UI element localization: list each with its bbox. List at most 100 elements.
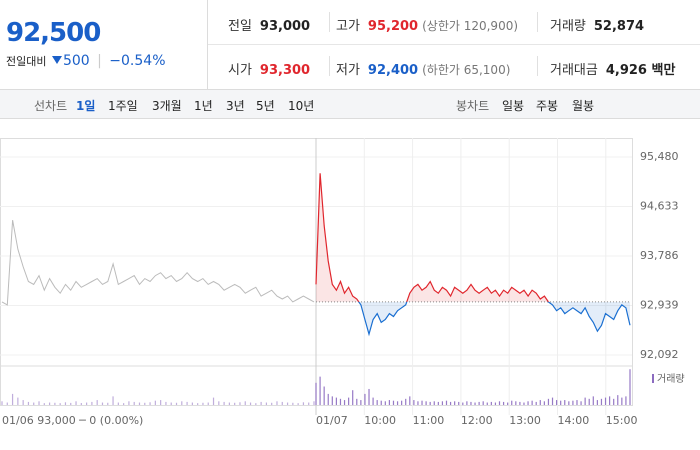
candle-chart-label: 봉차트 bbox=[456, 99, 490, 113]
volume-bar bbox=[356, 398, 358, 405]
change-row: 전일대비 500 | −0.54% bbox=[6, 53, 166, 69]
volume-bar bbox=[160, 400, 162, 405]
volume-bar bbox=[454, 401, 456, 405]
period-button[interactable]: 5년 bbox=[256, 99, 275, 113]
volume-bar bbox=[466, 401, 468, 405]
volume-bar bbox=[609, 396, 611, 405]
volume-bar bbox=[507, 402, 509, 405]
volume-bar bbox=[17, 397, 19, 405]
current-price: 92,500 bbox=[6, 18, 101, 48]
x-tick-label: 11:00 bbox=[413, 414, 445, 427]
volume-bar bbox=[588, 398, 590, 405]
volume-bar bbox=[96, 400, 98, 405]
volume-bar bbox=[343, 400, 346, 405]
stat-value: 95,200 bbox=[367, 19, 419, 34]
stat-value: 4,926 백만 bbox=[605, 63, 676, 78]
period-button[interactable]: 1일 bbox=[76, 99, 96, 113]
divider: | bbox=[97, 53, 102, 69]
period-button[interactable]: 3개월 bbox=[152, 99, 182, 113]
volume-bar bbox=[38, 401, 40, 405]
volume-bar bbox=[401, 400, 403, 405]
stat-label: 저가 bbox=[336, 63, 360, 78]
candle-button[interactable]: 일봉 bbox=[502, 99, 525, 113]
volume-bar bbox=[592, 396, 594, 405]
volume-bar bbox=[449, 401, 452, 405]
volume-bar bbox=[107, 402, 109, 405]
volume-bar bbox=[405, 398, 407, 405]
volume-bar bbox=[59, 403, 61, 405]
period-button[interactable]: 1년 bbox=[194, 99, 213, 113]
stat-label: 시가 bbox=[228, 63, 252, 78]
price-line bbox=[315, 173, 550, 302]
volume-bar bbox=[64, 402, 67, 405]
col-divider bbox=[537, 12, 538, 32]
volume-bar bbox=[80, 403, 82, 405]
volume-bar bbox=[613, 398, 615, 405]
volume-bar bbox=[212, 397, 215, 405]
stat-note: (하한가 65,100) bbox=[422, 63, 511, 77]
period-button[interactable]: 10년 bbox=[288, 99, 315, 113]
volume-bar bbox=[70, 402, 72, 405]
volume-bar bbox=[474, 402, 476, 405]
volume-bar bbox=[313, 401, 315, 405]
volume-bar bbox=[149, 402, 151, 405]
volume-bar bbox=[244, 401, 246, 405]
volume-bar bbox=[202, 402, 204, 405]
stat: 시가 93,300 bbox=[228, 59, 310, 78]
area-fill bbox=[358, 301, 630, 335]
volume-bar bbox=[502, 401, 505, 405]
volume-bar bbox=[486, 402, 488, 405]
volume-bar bbox=[498, 401, 501, 405]
volume-bar bbox=[297, 403, 299, 405]
period-button[interactable]: 1주일 bbox=[108, 99, 138, 113]
stat-value: 93,000 bbox=[259, 19, 311, 34]
volume-bar bbox=[527, 401, 529, 405]
volume-bar bbox=[458, 401, 460, 405]
chart-toolbar: 선차트 1일 1주일 3개월 1년 3년 5년 10년 봉차트 일봉 주봉 월봉 bbox=[0, 90, 700, 119]
volume-bar bbox=[555, 400, 558, 405]
volume-bar bbox=[302, 402, 305, 405]
volume-bar bbox=[482, 401, 484, 405]
volume-bar bbox=[535, 401, 537, 405]
stat-label: 전일 bbox=[228, 19, 252, 34]
volume-bar bbox=[43, 403, 45, 405]
volume-bar bbox=[165, 401, 167, 405]
volume-bar bbox=[348, 397, 350, 405]
change-value: 500 bbox=[62, 53, 90, 69]
period-button[interactable]: 3년 bbox=[226, 99, 245, 113]
volume-bar bbox=[319, 376, 321, 405]
price-line bbox=[358, 301, 631, 337]
volume-bar bbox=[617, 395, 619, 405]
volume-bar bbox=[568, 401, 570, 405]
volume-bar bbox=[441, 401, 444, 405]
volume-bar bbox=[265, 402, 268, 405]
volume-bar bbox=[48, 402, 51, 405]
volume-bar bbox=[323, 386, 325, 405]
volume-bar bbox=[368, 388, 370, 405]
volume-bar bbox=[335, 397, 337, 405]
volume-bar bbox=[101, 402, 104, 405]
volume-bar bbox=[364, 393, 366, 405]
volume-bar bbox=[409, 396, 411, 405]
x-start-label: 01/06 93,000 ─ 0 (0.00%) bbox=[2, 414, 143, 427]
stat: 고가 95,200 (상한가 120,900) bbox=[336, 15, 518, 34]
candle-button[interactable]: 주봉 bbox=[536, 99, 559, 113]
volume-bar bbox=[515, 401, 517, 405]
candle-button[interactable]: 월봉 bbox=[572, 99, 595, 113]
volume-bar bbox=[413, 400, 415, 405]
volume-bar bbox=[621, 397, 623, 405]
stat-label: 거래대금 bbox=[550, 63, 598, 78]
volume-bar bbox=[478, 401, 480, 405]
volume-bar bbox=[33, 402, 35, 405]
volume-bar bbox=[339, 398, 342, 405]
volume-bar bbox=[86, 402, 88, 405]
volume-bar bbox=[511, 400, 513, 405]
volume-bar bbox=[490, 401, 492, 405]
row-divider bbox=[208, 44, 700, 45]
volume-bar bbox=[551, 397, 554, 405]
volume-bar bbox=[181, 401, 183, 405]
volume-bar bbox=[372, 397, 374, 405]
stat-label: 거래량 bbox=[550, 19, 586, 34]
volume-bar bbox=[543, 401, 545, 405]
